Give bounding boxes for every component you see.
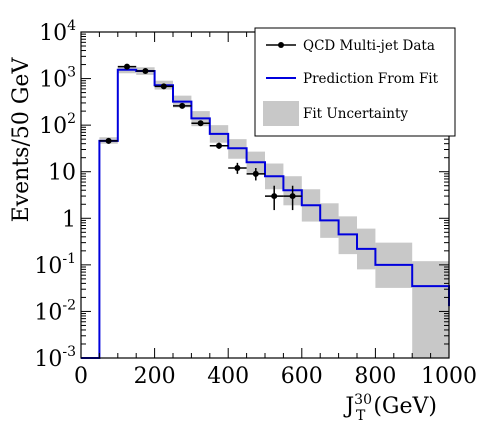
x-tick-label: 0 — [74, 364, 88, 389]
legend-band-label: Fit Uncertainty — [303, 106, 408, 122]
data-point-marker — [234, 165, 241, 172]
y-tick-label-exponent: -1 — [62, 251, 76, 267]
x-tick-label: 600 — [281, 364, 323, 389]
x-axis-label-main: J — [343, 394, 354, 419]
data-point-marker — [197, 120, 204, 127]
y-tick-label: 10-2 — [34, 297, 76, 325]
data-point-marker — [179, 102, 186, 109]
y-tick-label: 1 — [62, 207, 76, 232]
data-point-marker — [105, 137, 112, 144]
data-point — [154, 83, 173, 90]
legend-band-marker — [263, 101, 299, 126]
y-tick-label-exponent: 2 — [67, 111, 76, 127]
data-point-marker — [160, 83, 167, 90]
x-tick-label: 800 — [354, 364, 396, 389]
x-tick-labels: 0 200 400 600 800 1000 — [74, 364, 477, 389]
x-axis-label-superscript: 30 — [354, 392, 372, 408]
legend-data-marker — [278, 42, 284, 48]
y-tick-label-base: 10 — [48, 161, 76, 186]
y-tick-label-base: 10 — [34, 300, 62, 325]
y-tick-label-exponent: -2 — [62, 297, 76, 313]
data-point-marker — [271, 193, 278, 200]
data-point — [228, 162, 247, 174]
y-tick-label-exponent: 3 — [67, 65, 76, 81]
data-point-marker — [124, 63, 130, 70]
y-tick-label: 102 — [39, 111, 76, 139]
data-point — [209, 142, 229, 149]
y-tick-label: 10-3 — [34, 344, 76, 372]
x-tick-label: 200 — [134, 364, 176, 389]
y-tick-label: 10-1 — [34, 251, 76, 279]
x-axis-label: J30 T (GeV) — [343, 392, 437, 421]
data-point-marker — [216, 142, 222, 149]
y-tick-label-exponent: -3 — [62, 344, 76, 360]
y-axis-label: Events/50 GeV — [9, 57, 34, 223]
x-tick-label: 1000 — [421, 364, 477, 389]
y-tick-label-exponent: 4 — [67, 18, 76, 34]
legend: QCD Multi-jet Data Prediction From Fit F… — [254, 27, 456, 137]
data-point — [173, 102, 192, 109]
y-tick-label-base: 10 — [39, 68, 67, 93]
legend-data-label: QCD Multi-jet Data — [303, 38, 435, 54]
data-point — [191, 120, 210, 127]
y-tick-label: 103 — [39, 65, 76, 93]
x-axis-label-subscript: T — [356, 408, 366, 421]
data-point — [117, 63, 137, 70]
data-point-marker — [252, 170, 259, 177]
data-point-marker — [142, 68, 149, 75]
y-tick-label-base: 1 — [62, 207, 76, 232]
y-tick-label-base: 10 — [34, 347, 62, 372]
data-point — [99, 137, 118, 144]
data-points-layer — [99, 63, 302, 211]
data-point — [136, 68, 155, 75]
y-tick-label: 104 — [39, 18, 76, 46]
uncertainty-band-bin — [412, 261, 449, 358]
data-point-marker — [289, 193, 296, 200]
y-tick-label-base: 10 — [39, 114, 67, 139]
y-tick-label: 10 — [48, 161, 76, 186]
y-tick-label-base: 10 — [34, 254, 62, 279]
y-tick-label-base: 10 — [39, 21, 67, 46]
data-point — [265, 185, 284, 211]
data-point — [283, 185, 302, 211]
x-axis-label-unit: (GeV) — [373, 394, 437, 419]
legend-fit-label: Prediction From Fit — [303, 71, 439, 87]
data-point — [246, 168, 265, 181]
x-tick-label: 400 — [207, 364, 249, 389]
